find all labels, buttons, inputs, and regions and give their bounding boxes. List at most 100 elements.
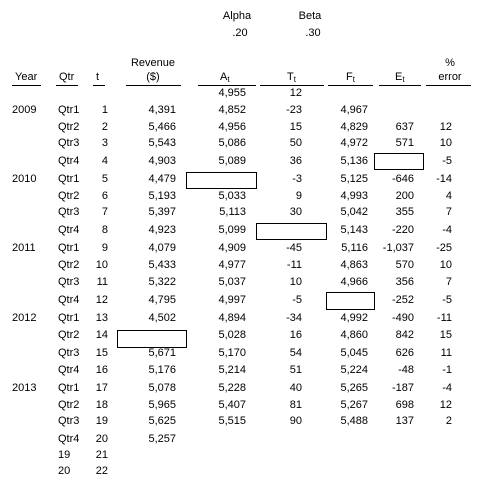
cell-tt: 36 <box>289 155 302 167</box>
cell-error: 10 <box>439 137 452 149</box>
cell-revenue: 4,479 <box>148 173 176 185</box>
cell-at: 5,515 <box>218 415 246 427</box>
cell-error: -4 <box>442 224 452 236</box>
header-rule <box>126 85 181 86</box>
cell-qtr: Qtr4 <box>58 224 80 236</box>
blank-cell-ft-12[interactable] <box>326 292 375 310</box>
blank-cell-at-5[interactable] <box>186 172 257 189</box>
cell-revenue: 4,502 <box>148 312 176 324</box>
cell-ft: 4,863 <box>340 259 368 271</box>
cell-at: 4,894 <box>218 312 246 324</box>
cell-ft: 4,829 <box>340 121 368 133</box>
blank-cell-tt-8[interactable] <box>256 223 327 240</box>
cell-tt: 30 <box>289 206 302 218</box>
cell-t: 20 <box>95 433 108 445</box>
cell-et: 842 <box>395 329 414 341</box>
cell-tt: -3 <box>292 173 302 185</box>
cell-ft: 5,136 <box>340 155 368 167</box>
cell-revenue: 5,466 <box>148 121 176 133</box>
beta-value: .30 <box>305 27 321 39</box>
cell-t: 8 <box>101 224 108 236</box>
cell-ft: 5,116 <box>341 242 368 254</box>
blank-cell-rev-14[interactable] <box>117 330 187 348</box>
cell-qtr: Qtr1 <box>58 242 80 254</box>
cell-t: 15 <box>95 347 108 359</box>
cell-ft: 5,224 <box>340 364 368 376</box>
cell-tt: -11 <box>286 259 302 271</box>
cell-error: 12 <box>439 399 452 411</box>
cell-revenue: 5,625 <box>148 415 176 427</box>
cell-tt: -45 <box>286 242 302 254</box>
cell-ft: 4,860 <box>340 329 368 341</box>
cell-error: 12 <box>439 121 452 133</box>
cell-t: 7 <box>101 206 108 218</box>
cell-et: -187 <box>391 382 414 394</box>
cell-revenue: 5,176 <box>148 364 176 376</box>
header-at: At <box>220 71 230 84</box>
header-qtr: Qtr <box>59 71 75 83</box>
cell-at: 4,909 <box>218 242 246 254</box>
cell-t: 3 <box>101 137 108 149</box>
cell-revenue: 4,903 <box>148 155 176 167</box>
cell-tt: 50 <box>289 137 302 149</box>
cell-error: -4 <box>442 382 452 394</box>
cell-t: 18 <box>95 399 108 411</box>
cell-at: 5,407 <box>218 399 246 411</box>
cell-t: 14 <box>95 329 108 341</box>
blank-cell-et-4[interactable] <box>374 153 424 170</box>
cell-at: 5,089 <box>218 155 246 167</box>
header-ft: Ft <box>346 71 355 84</box>
cell-at: 5,099 <box>218 224 246 236</box>
cell-ft: 4,967 <box>340 104 368 116</box>
cell-qtr: Qtr2 <box>58 121 80 133</box>
cell-at: 4,997 <box>218 294 246 306</box>
header-et: Et <box>395 71 405 84</box>
cell-ft: 4,966 <box>340 276 368 288</box>
cell-tt: -34 <box>286 312 302 324</box>
cell-revenue: 5,257 <box>148 433 176 445</box>
initial-at: 4,955 <box>218 87 246 99</box>
cell-at: 4,852 <box>218 104 246 116</box>
cell-et: 137 <box>395 415 414 427</box>
cell-revenue: 5,671 <box>148 347 176 359</box>
cell-at: 5,170 <box>218 347 246 359</box>
cell-t: 17 <box>95 382 108 394</box>
cell-revenue: 4,079 <box>148 242 176 254</box>
cell-t: 9 <box>101 242 108 254</box>
cell-ft: 5,143 <box>340 224 368 236</box>
cell-revenue: 4,795 <box>148 294 176 306</box>
cell-et: -48 <box>398 364 414 376</box>
cell-ft: 5,045 <box>340 347 368 359</box>
cell-et: -220 <box>391 224 414 236</box>
cell-et: 626 <box>395 347 414 359</box>
cell-et: 200 <box>395 190 414 202</box>
cell-t: 6 <box>101 190 108 202</box>
cell-qtr: Qtr3 <box>58 415 80 427</box>
cell-at: 5,037 <box>218 276 246 288</box>
header-rule <box>379 85 421 86</box>
cell-et: 571 <box>395 137 414 149</box>
header-rule <box>12 85 41 86</box>
cell-qtr: Qtr1 <box>58 312 80 324</box>
cell-ft: 4,992 <box>340 312 368 324</box>
cell-revenue: 5,397 <box>148 206 176 218</box>
cell-year: 2010 <box>12 173 37 185</box>
cell-t: 2 <box>101 121 108 133</box>
cell-year: 2011 <box>12 242 36 254</box>
cell-tt: 10 <box>289 276 302 288</box>
cell-t: 10 <box>95 259 108 271</box>
cell-error: -5 <box>442 294 452 306</box>
cell-et: 355 <box>395 206 414 218</box>
cell-error: 7 <box>445 206 452 218</box>
cell-error: 4 <box>445 190 452 202</box>
cell-t: 1 <box>101 104 108 116</box>
header-year: Year <box>15 71 38 83</box>
beta-label: Beta <box>298 10 322 22</box>
cell-et: -646 <box>391 173 414 185</box>
cell-tt: 9 <box>295 190 302 202</box>
cell-qtr: Qtr2 <box>58 190 80 202</box>
cell-error: -25 <box>436 242 452 254</box>
cell-ft: 5,042 <box>340 206 368 218</box>
cell-year: 2012 <box>12 312 37 324</box>
cell-at: 5,214 <box>218 364 246 376</box>
